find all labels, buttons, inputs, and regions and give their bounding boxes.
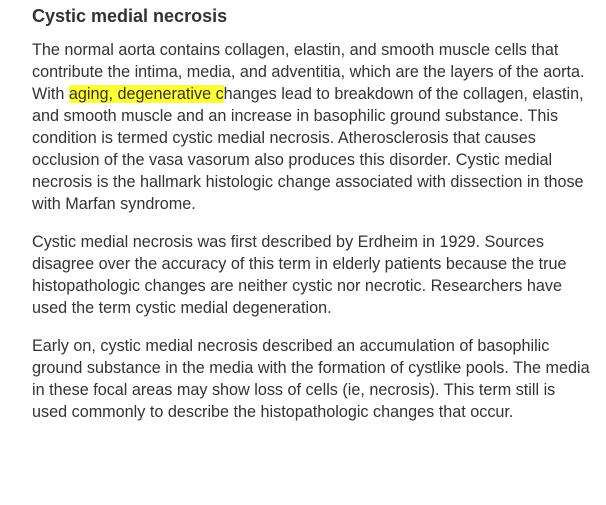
paragraph-1-text-before: The normal aorta contains collagen, elas… [32,41,585,103]
paragraph-3[interactable]: Early on, cystic medial necrosis describ… [32,337,590,421]
highlighted-text[interactable]: aging, degenerative c [68,85,224,103]
paragraph-2[interactable]: Cystic medial necrosis was first describ… [32,233,567,317]
paragraph-1[interactable]: The normal aorta contains collagen, elas… [32,39,592,215]
paragraph-1-text-after: hanges lead to breakdown of the collagen… [32,85,584,213]
article: Cystic medial necrosis The normal aorta … [32,4,592,439]
section-heading: Cystic medial necrosis [32,6,228,26]
